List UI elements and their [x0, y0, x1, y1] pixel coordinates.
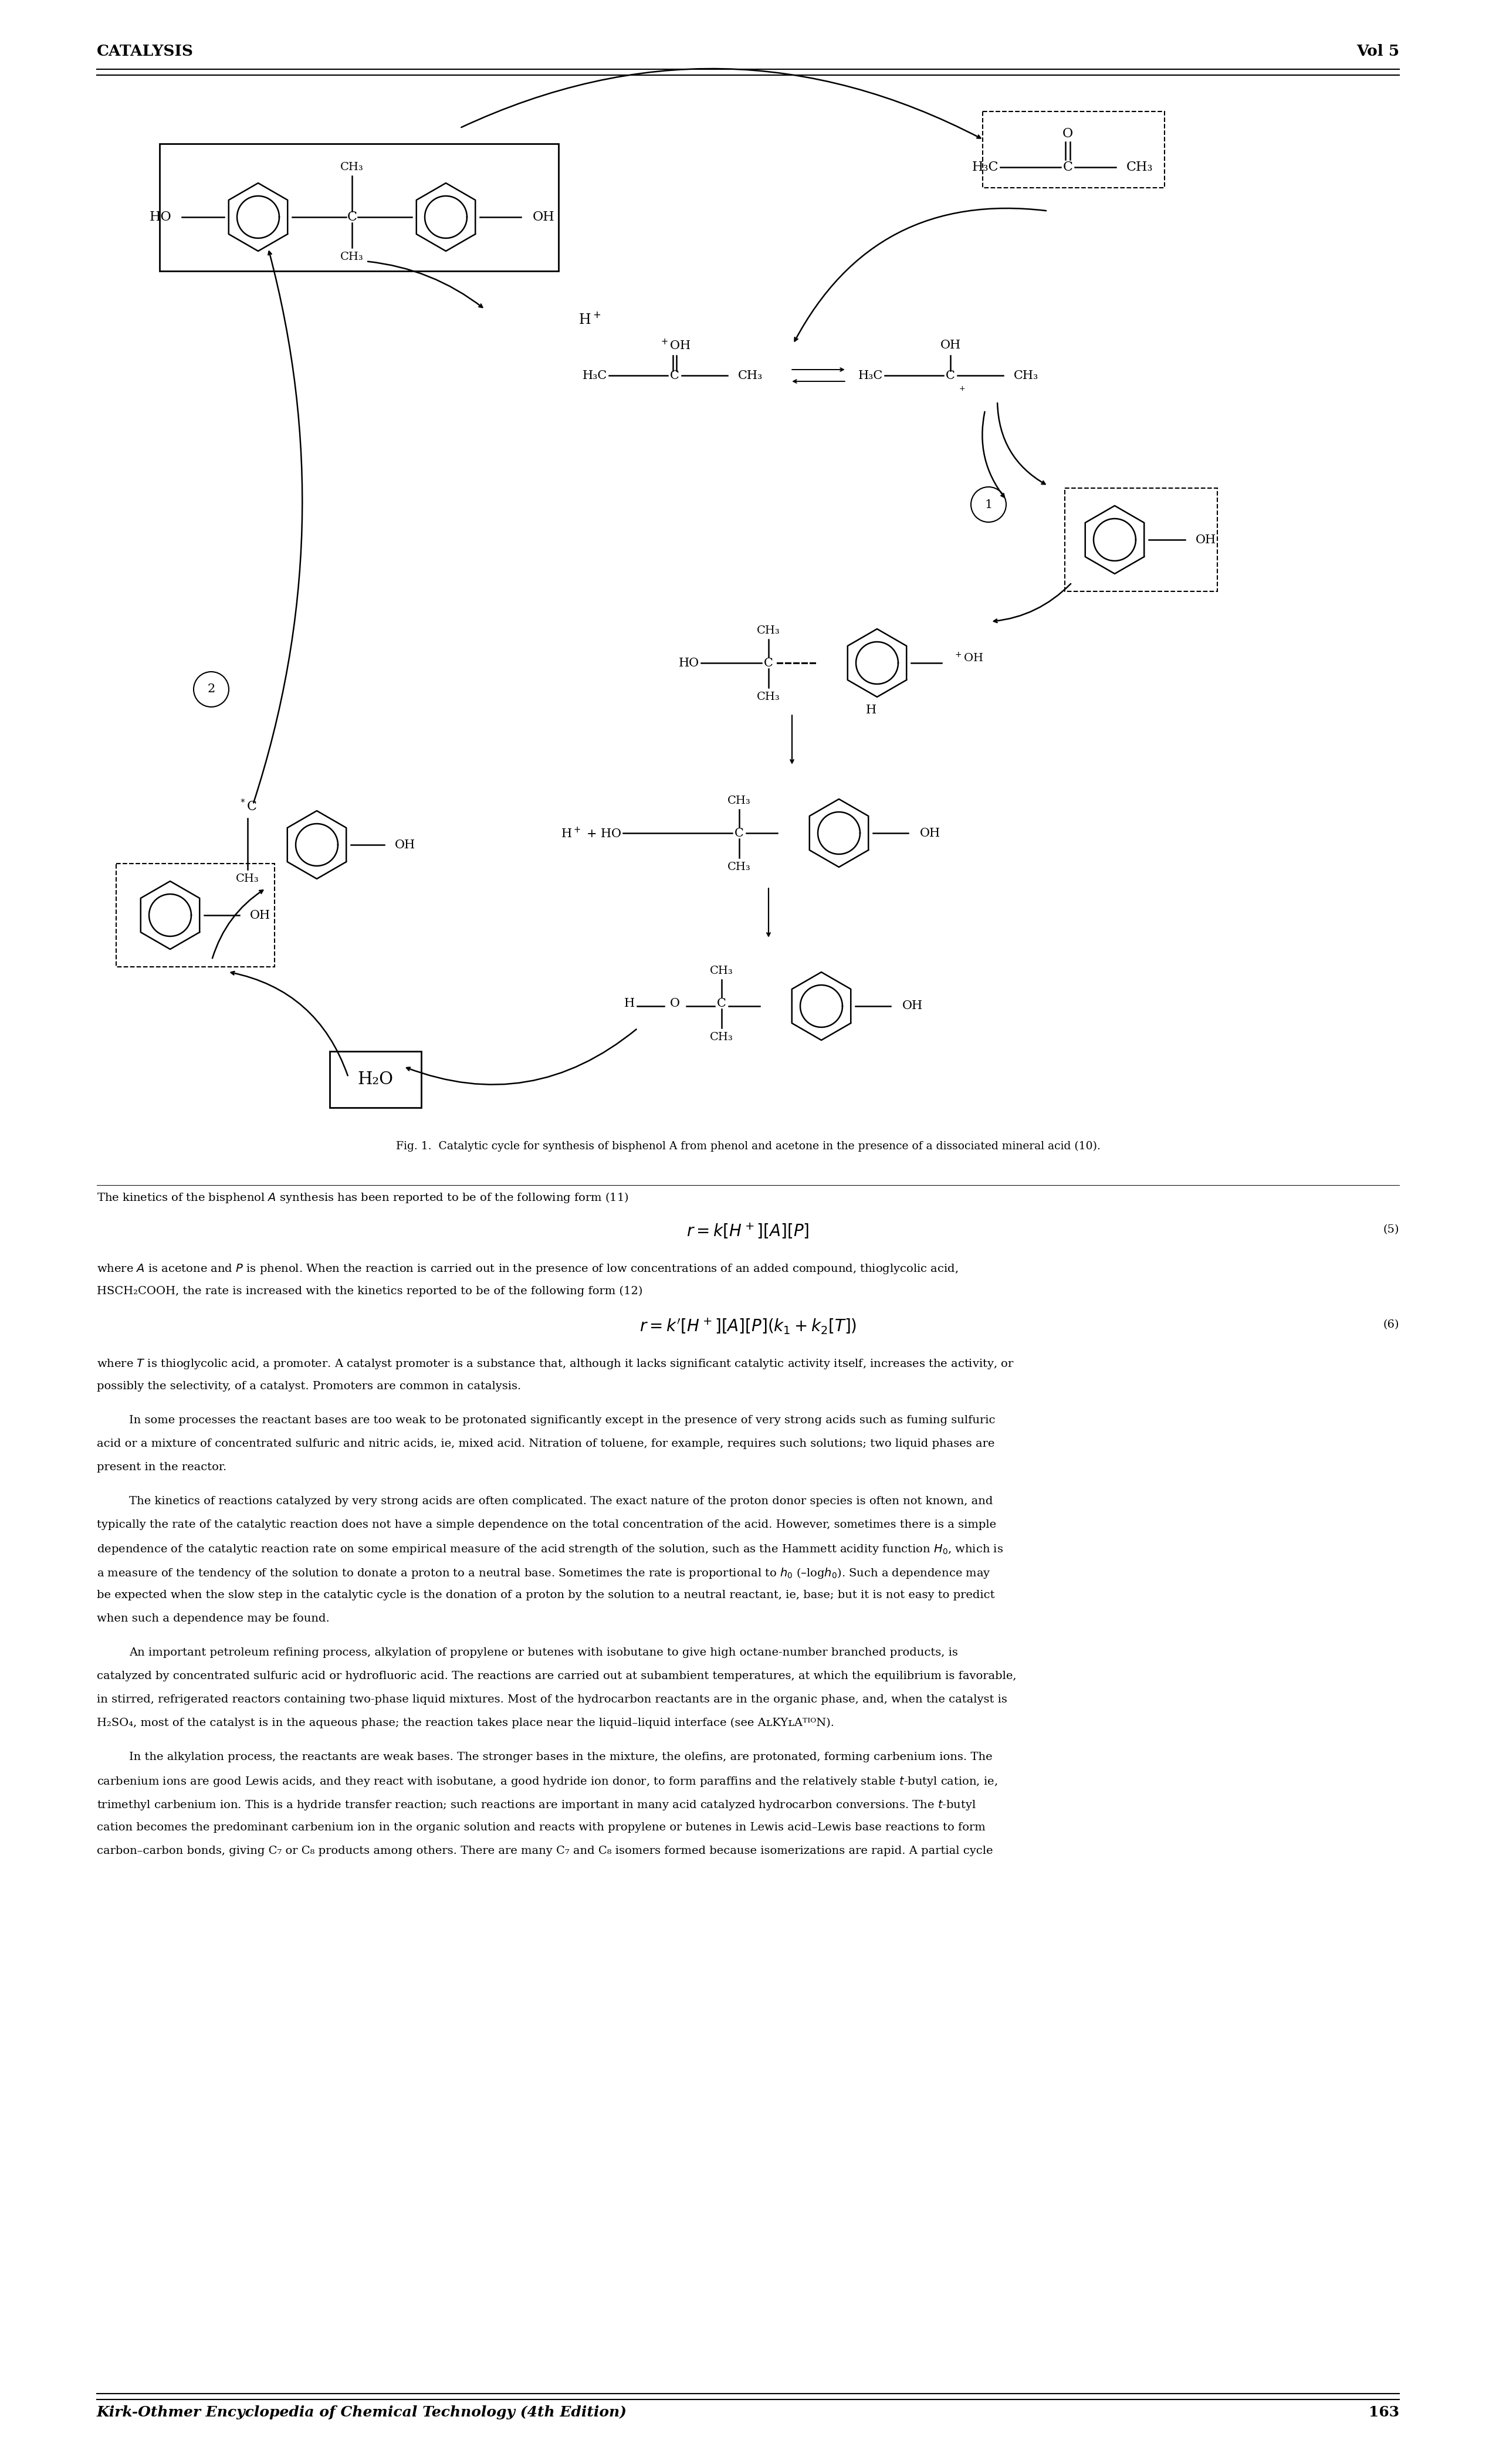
Text: C: C	[945, 370, 954, 382]
Text: C: C	[717, 998, 726, 1008]
Text: OH: OH	[920, 828, 941, 838]
Text: present in the reactor.: present in the reactor.	[97, 1461, 226, 1473]
Text: $^+$OH: $^+$OH	[658, 338, 691, 352]
Text: $_+$: $_+$	[957, 382, 965, 392]
Text: OH: OH	[902, 1000, 923, 1013]
Text: $^+$OH: $^+$OH	[953, 653, 983, 665]
Text: H₃C: H₃C	[582, 370, 607, 382]
Text: when such a dependence may be found.: when such a dependence may be found.	[97, 1614, 329, 1624]
Text: 1: 1	[984, 498, 992, 510]
Text: 2: 2	[208, 683, 215, 695]
Text: carbenium ions are good Lewis acids, and they react with isobutane, a good hydri: carbenium ions are good Lewis acids, and…	[97, 1774, 998, 1789]
Text: acid or a mixture of concentrated sulfuric and nitric acids, ie, mixed acid. Nit: acid or a mixture of concentrated sulfur…	[97, 1439, 995, 1449]
Text: where $A$ is acetone and $P$ is phenol. When the reaction is carried out in the : where $A$ is acetone and $P$ is phenol. …	[97, 1262, 959, 1276]
Text: $r = k^{\prime}\left[H^+\right]\left[A\right]\left[P\right]\left(k_1 + k_2[T]\ri: $r = k^{\prime}\left[H^+\right]\left[A\r…	[639, 1316, 857, 1335]
Text: O: O	[1062, 128, 1073, 140]
Text: CH₃: CH₃	[1126, 160, 1153, 172]
Text: In some processes the reactant bases are too weak to be protonated significantly: In some processes the reactant bases are…	[129, 1414, 995, 1427]
Text: C: C	[670, 370, 679, 382]
Text: C: C	[735, 828, 744, 838]
Text: Vol 5: Vol 5	[1357, 44, 1399, 59]
Text: dependence of the catalytic reaction rate on some empirical measure of the acid : dependence of the catalytic reaction rat…	[97, 1542, 1004, 1555]
Text: 163: 163	[1369, 2405, 1399, 2420]
Text: C: C	[1062, 160, 1073, 172]
Bar	[329, 1052, 422, 1109]
Text: H$^+$: H$^+$	[579, 313, 601, 328]
Text: H: H	[866, 705, 877, 715]
Bar	[160, 143, 558, 271]
Text: C: C	[764, 658, 773, 668]
Text: H₂O: H₂O	[358, 1072, 393, 1087]
Text: typically the rate of the catalytic reaction does not have a simple dependence o: typically the rate of the catalytic reac…	[97, 1520, 996, 1530]
Text: catalyzed by concentrated sulfuric acid or hydrofluoric acid. The reactions are : catalyzed by concentrated sulfuric acid …	[97, 1671, 1016, 1680]
Text: Kirk-Othmer Encyclopedia of Chemical Technology (4th Edition): Kirk-Othmer Encyclopedia of Chemical Tec…	[97, 2405, 627, 2420]
Text: CH₃: CH₃	[738, 370, 763, 382]
Text: CH₃: CH₃	[1014, 370, 1038, 382]
Text: cation becomes the predominant carbenium ion in the organic solution and reacts : cation becomes the predominant carbenium…	[97, 1823, 986, 1833]
Text: H$^+$ + HO: H$^+$ + HO	[561, 825, 622, 840]
Text: OH: OH	[250, 909, 271, 922]
Text: The kinetics of reactions catalyzed by very strong acids are often complicated. : The kinetics of reactions catalyzed by v…	[129, 1496, 993, 1506]
Text: CH₃: CH₃	[711, 1032, 733, 1042]
Bar	[983, 111, 1164, 187]
Text: trimethyl carbenium ion. This is a hydride transfer reaction; such reactions are: trimethyl carbenium ion. This is a hydri…	[97, 1799, 975, 1811]
Text: CH₃: CH₃	[711, 966, 733, 976]
Text: CH₃: CH₃	[727, 796, 751, 806]
Text: (6): (6)	[1384, 1318, 1399, 1331]
Text: in stirred, refrigerated reactors containing two-phase liquid mixtures. Most of : in stirred, refrigerated reactors contai…	[97, 1695, 1007, 1705]
Text: HO: HO	[679, 658, 699, 668]
Text: The kinetics of the bisphenol $A$ synthesis has been reported to be of the follo: The kinetics of the bisphenol $A$ synthe…	[97, 1190, 628, 1205]
Text: $^*$C: $^*$C	[238, 798, 257, 813]
Text: OH: OH	[1195, 535, 1216, 545]
Text: possibly the selectivity, of a catalyst. Promoters are common in catalysis.: possibly the selectivity, of a catalyst.…	[97, 1380, 521, 1392]
Text: C: C	[347, 209, 358, 224]
Text: OH: OH	[395, 840, 416, 850]
Bar	[117, 862, 275, 966]
Text: HO: HO	[150, 209, 172, 224]
Text: (5): (5)	[1384, 1225, 1399, 1234]
Text: An important petroleum refining process, alkylation of propylene or butenes with: An important petroleum refining process,…	[129, 1648, 957, 1658]
Text: a measure of the tendency of the solution to donate a proton to a neutral base. : a measure of the tendency of the solutio…	[97, 1567, 990, 1579]
Text: be expected when the slow step in the catalytic cycle is the donation of a proto: be expected when the slow step in the ca…	[97, 1589, 995, 1602]
Text: where $T$ is thioglycolic acid, a promoter. A catalyst promoter is a substance t: where $T$ is thioglycolic acid, a promot…	[97, 1358, 1014, 1370]
Bar	[1065, 488, 1218, 591]
Text: In the alkylation process, the reactants are weak bases. The stronger bases in t: In the alkylation process, the reactants…	[129, 1752, 992, 1762]
Text: $r = k\left[H^+\right]\left[A\right]\left[P\right]$: $r = k\left[H^+\right]\left[A\right]\lef…	[687, 1222, 809, 1239]
Text: O: O	[670, 998, 679, 1008]
Text: H: H	[624, 998, 634, 1008]
Text: CATALYSIS: CATALYSIS	[97, 44, 193, 59]
Text: H₃C: H₃C	[972, 160, 998, 172]
Text: CH₃: CH₃	[757, 692, 781, 702]
Text: OH: OH	[533, 209, 555, 224]
Text: OH: OH	[939, 340, 960, 350]
Text: CH₃: CH₃	[236, 875, 259, 885]
Text: H₂SO₄, most of the catalyst is in the aqueous phase; the reaction takes place ne: H₂SO₄, most of the catalyst is in the aq…	[97, 1717, 835, 1727]
Text: CH₃: CH₃	[757, 626, 781, 636]
Text: Fig. 1.  Catalytic cycle for synthesis of bisphenol A from phenol and acetone in: Fig. 1. Catalytic cycle for synthesis of…	[396, 1141, 1100, 1151]
Text: CH₃: CH₃	[340, 163, 364, 172]
Text: carbon–carbon bonds, giving C₇ or C₈ products among others. There are many C₇ an: carbon–carbon bonds, giving C₇ or C₈ pro…	[97, 1846, 993, 1855]
Text: CH₃: CH₃	[340, 251, 364, 261]
Text: H₃C: H₃C	[859, 370, 883, 382]
Text: CH₃: CH₃	[727, 862, 751, 872]
Text: HSCH₂COOH, the rate is increased with the kinetics reported to be of the followi: HSCH₂COOH, the rate is increased with th…	[97, 1286, 643, 1296]
